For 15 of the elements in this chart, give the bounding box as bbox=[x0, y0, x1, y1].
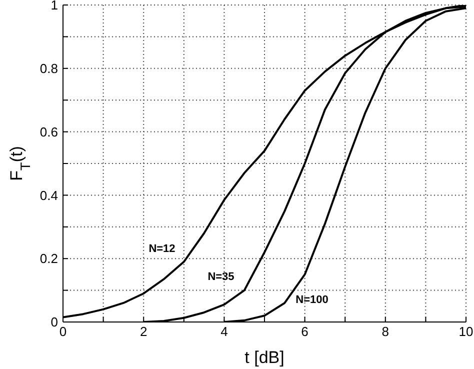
x-tick-label: 4 bbox=[220, 324, 228, 340]
x-tick-label: 6 bbox=[301, 324, 308, 340]
x-axis-title: t [dB] bbox=[244, 348, 284, 367]
y-tick-label: 0.2 bbox=[40, 251, 58, 266]
x-tick-label: 8 bbox=[382, 324, 390, 340]
y-tick-label: 0.4 bbox=[40, 188, 58, 203]
y-tick-label: 0.6 bbox=[40, 124, 58, 140]
annotation: N=35 bbox=[208, 271, 234, 283]
y-tick-label: 0.8 bbox=[40, 61, 58, 76]
x-tick-label: 10 bbox=[458, 324, 474, 340]
annotation: N=12 bbox=[148, 243, 176, 255]
x-tick-label: 2 bbox=[140, 324, 148, 340]
annotation: N=100 bbox=[296, 294, 328, 306]
y-tick-label: 0 bbox=[50, 314, 58, 330]
y-tick-label: 1 bbox=[50, 0, 58, 13]
